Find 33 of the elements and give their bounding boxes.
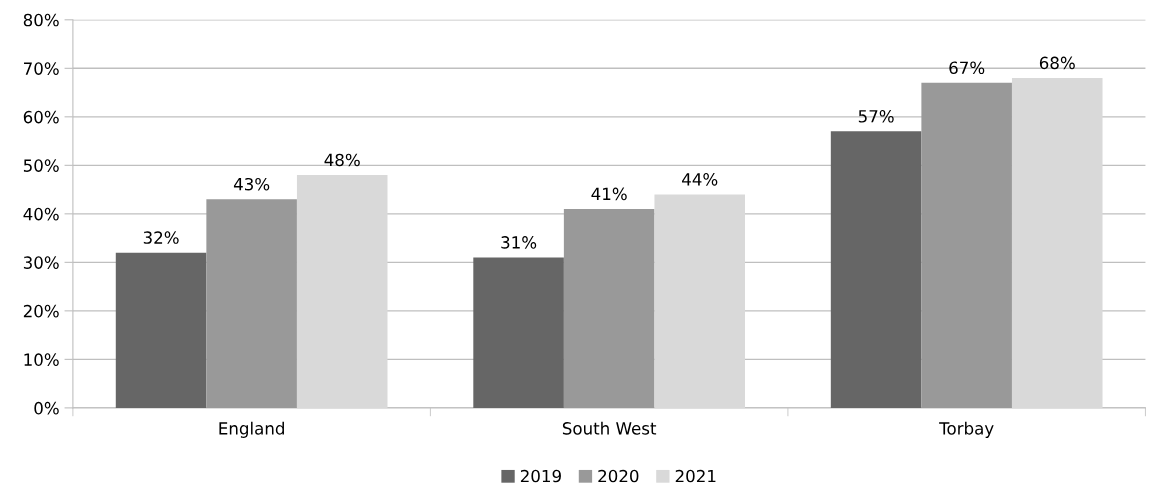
bar xyxy=(921,82,1012,408)
y-tick-label: 70% xyxy=(24,62,59,75)
bar xyxy=(563,208,655,408)
y-tick-label: 20% xyxy=(23,304,59,318)
y-tick-label: 80% xyxy=(23,13,59,27)
bar xyxy=(206,199,297,408)
y-tick-label: 10% xyxy=(24,353,59,366)
legend-label: 2020 xyxy=(598,469,639,483)
y-tick-label: 60% xyxy=(23,110,59,124)
bar xyxy=(1011,78,1103,408)
bar xyxy=(830,131,922,408)
data-label: 31% xyxy=(501,236,537,249)
y-tick-label: 50% xyxy=(23,159,59,172)
y-tick-label: 40% xyxy=(23,207,59,221)
bar xyxy=(296,175,388,408)
x-tick-label: England xyxy=(219,421,284,438)
data-label: 43% xyxy=(233,177,270,191)
y-tick-label: 30% xyxy=(23,256,59,269)
data-label: 67% xyxy=(949,61,985,75)
data-label: 57% xyxy=(858,109,894,123)
y-tick-label: 0% xyxy=(34,401,59,415)
bar xyxy=(654,194,746,408)
data-label: 32% xyxy=(143,231,179,244)
data-label: 68% xyxy=(1039,56,1075,70)
legend-label: 2019 xyxy=(520,469,561,483)
data-label: 44% xyxy=(682,173,718,186)
data-label: 41% xyxy=(591,187,627,201)
bar xyxy=(115,252,207,408)
x-tick-label: Torbay xyxy=(939,421,994,438)
legend-label: 2021 xyxy=(675,469,716,483)
bar xyxy=(473,257,564,408)
data-label: 48% xyxy=(324,153,360,167)
x-tick-label: South West xyxy=(562,421,657,435)
